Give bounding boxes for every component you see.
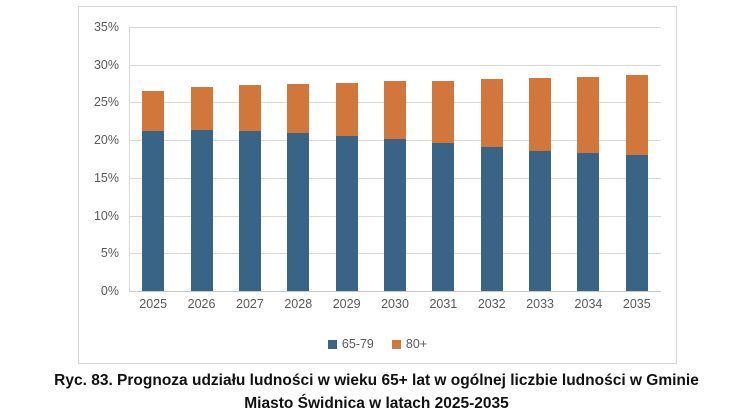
bar-segment-80+	[142, 91, 165, 132]
y-tick-label: 10%	[93, 208, 119, 223]
stacked-bar-2027	[238, 85, 261, 291]
y-tick-label: 25%	[93, 95, 119, 110]
x-tick-label: 2030	[381, 297, 409, 311]
bar-segment-65-79	[142, 131, 165, 291]
stacked-bar-2035	[625, 75, 648, 291]
x-tick-label: 2026	[187, 297, 216, 311]
bar-segment-80+	[529, 78, 552, 151]
legend-swatch-65-79	[327, 339, 337, 349]
bar-segment-80+	[384, 81, 406, 140]
bar-segment-80+	[480, 79, 503, 147]
figure-caption-line2: Miasto Świdnica w latach 2025-2035	[244, 395, 509, 412]
stacked-bar-2032	[480, 79, 503, 291]
bar-segment-65-79	[238, 131, 261, 291]
x-tick-label: 2032	[477, 297, 506, 311]
bar-segment-65-79	[190, 130, 213, 291]
bar-segment-65-79	[480, 146, 503, 291]
bar-segment-65-79	[577, 152, 600, 291]
bar-segment-80+	[287, 83, 310, 134]
bar-segment-65-79	[384, 139, 406, 291]
x-tick-label: 2035	[622, 297, 651, 311]
bar-segment-65-79	[529, 150, 552, 291]
stacked-bar-2029	[335, 82, 358, 291]
bar-segment-80+	[577, 76, 600, 153]
x-tick-label: 2034	[574, 297, 603, 311]
x-tick-label: 2029	[332, 297, 361, 311]
legend-item-65-79: 65-79	[327, 337, 374, 351]
y-tick-label: 5%	[100, 246, 119, 261]
stacked-bar-2034	[577, 76, 600, 291]
stacked-bar-2026	[190, 87, 213, 291]
y-tick-label: 15%	[93, 170, 119, 185]
figure-caption-line1: Ryc. 83. Prognoza udziału ludności w wie…	[54, 372, 699, 389]
bar-segment-65-79	[287, 133, 310, 291]
bar-segment-80+	[238, 85, 261, 132]
bar-segment-80+	[625, 75, 648, 156]
stacked-bar-2033	[529, 78, 552, 291]
chart-legend: 65-79 80+	[79, 337, 676, 351]
bar-segment-65-79	[432, 143, 455, 291]
stacked-bar-2030	[384, 81, 406, 291]
stacked-bar-2031	[432, 80, 455, 291]
legend-label-80plus: 80+	[405, 337, 428, 351]
x-tick-label: 2033	[526, 297, 554, 311]
plot-area	[129, 27, 661, 292]
legend-item-80plus: 80+	[391, 337, 428, 351]
gridline	[129, 27, 661, 28]
x-tick-label: 2031	[429, 297, 458, 311]
y-tick-label: 35%	[93, 20, 119, 34]
gridline	[129, 64, 661, 66]
x-tick-label: 2025	[139, 297, 168, 311]
chart-frame: 0% 5% 10% 15% 20% 25% 30% 35% 2025 2026 2027 2028 2…	[78, 6, 677, 364]
bar-segment-65-79	[625, 155, 648, 291]
legend-label-65-79: 65-79	[341, 337, 374, 351]
y-tick-label: 0%	[100, 284, 119, 298]
x-tick-label: 2028	[284, 297, 313, 311]
x-axis-baseline	[129, 291, 661, 292]
legend-swatch-80plus	[391, 339, 401, 349]
bar-segment-65-79	[335, 136, 358, 291]
stacked-bar-2025	[142, 91, 165, 291]
y-tick-label: 30%	[93, 57, 119, 72]
bar-segment-80+	[190, 87, 213, 131]
y-axis-line	[129, 27, 130, 292]
figure-caption: Ryc. 83. Prognoza udziału ludności w wie…	[0, 369, 753, 415]
y-tick-label: 20%	[93, 133, 119, 148]
stacked-bar-2028	[287, 83, 310, 291]
x-tick-label: 2027	[236, 297, 264, 311]
bar-segment-80+	[432, 80, 455, 144]
bar-segment-80+	[335, 82, 358, 137]
